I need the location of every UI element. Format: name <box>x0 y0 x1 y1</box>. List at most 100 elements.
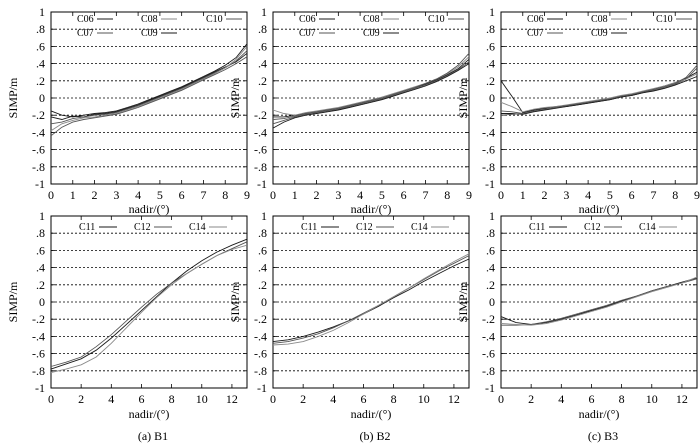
series-line-c14 <box>500 276 698 326</box>
x-tick-label: 3 <box>335 188 341 202</box>
y-axis-label: SIMP/m <box>6 281 20 322</box>
y-tick-label: .4 <box>36 261 45 275</box>
y-tick-label: .8 <box>486 22 495 36</box>
y-tick-label: -.2 <box>32 108 45 122</box>
y-tick-label: .2 <box>36 278 45 292</box>
x-tick-label: 0 <box>48 188 54 202</box>
x-tick-label: 0 <box>270 188 276 202</box>
legend: C11 C12 C14 <box>79 222 227 233</box>
panel-3: -1 -.8 -.6 -.4 -.2 0 .2 .4 .6 .8 1 0 1 2 3 4 5 6 7 8 9 C06 C08… <box>456 5 700 202</box>
x-tick-label: 0 <box>48 392 54 406</box>
x-tick-label: 4 <box>558 392 564 406</box>
legend: C06 C08 C10 C07 C09 <box>299 14 464 39</box>
y-tick-label: -1 <box>485 177 495 191</box>
y-tick-label: .2 <box>258 74 267 88</box>
y-tick-label: .6 <box>486 243 495 257</box>
legend-label: C06 <box>77 14 94 25</box>
legend-label: C08 <box>363 14 380 25</box>
x-tick-label: 0 <box>498 392 504 406</box>
x-tick-label: 2 <box>314 188 320 202</box>
y-tick-label: -.2 <box>482 108 495 122</box>
y-tick-label: .8 <box>258 226 267 240</box>
legend-label: C11 <box>529 222 545 233</box>
y-tick-label: 1 <box>261 5 267 19</box>
x-tick-label: 4 <box>108 392 114 406</box>
series-line-c09 <box>501 76 698 115</box>
y-tick-label: -.2 <box>32 312 45 326</box>
x-tick-label: 6 <box>629 188 635 202</box>
x-tick-label: 4 <box>135 188 141 202</box>
y-tick-label: 1 <box>39 209 45 223</box>
y-tick-label: -.4 <box>254 125 267 139</box>
x-tick-label: 5 <box>607 188 613 202</box>
series-line-c12 <box>272 255 470 344</box>
y-tick-label: -.6 <box>482 143 495 157</box>
y-tick-label: 1 <box>261 209 267 223</box>
series-line-c11 <box>50 238 248 370</box>
series-line-c10 <box>272 52 470 120</box>
y-tick-label: -.8 <box>254 160 267 174</box>
legend-label: C08 <box>141 14 158 25</box>
y-tick-label: -.4 <box>254 329 267 343</box>
y-axis-label: SIMP/m <box>456 77 470 118</box>
x-tick-label: 10 <box>196 392 208 406</box>
y-tick-label: -.8 <box>32 364 45 378</box>
y-tick-label: -.4 <box>482 125 495 139</box>
series-line-c06 <box>273 58 470 118</box>
x-axis-label: nadir/(°) <box>351 407 392 421</box>
legend-label: C07 <box>77 28 94 39</box>
legend-label: C12 <box>584 222 601 233</box>
series-line-c07 <box>500 67 698 114</box>
x-tick-label: 0 <box>498 188 504 202</box>
y-tick-label: .2 <box>486 74 495 88</box>
y-tick-label: -.6 <box>482 347 495 361</box>
y-tick-label: -.6 <box>32 143 45 157</box>
x-tick-label: 8 <box>391 392 397 406</box>
x-tick-label: 2 <box>542 188 548 202</box>
legend: C11 C12 C14 <box>301 222 449 233</box>
x-tick-label: 6 <box>179 188 185 202</box>
panel-1: -1 -.8 -.6 -.4 -.2 0 .2 .4 .6 .8 1 0 1 2 3 4 5 6 7 8 9 C06 C08… <box>6 5 250 202</box>
legend: C06 C08 C10 C07 C09 <box>77 14 242 39</box>
x-tick-label: 12 <box>676 392 688 406</box>
legend-label: C11 <box>301 222 317 233</box>
legend-label: C09 <box>363 28 380 39</box>
y-tick-label: -1 <box>35 177 45 191</box>
y-tick-label: 1 <box>489 5 495 19</box>
x-axis-label: nadir/(°) <box>351 202 392 216</box>
y-tick-label: .8 <box>486 226 495 240</box>
series-line-c10 <box>500 64 698 116</box>
y-tick-label: .6 <box>258 39 267 53</box>
y-tick-label: -.6 <box>254 347 267 361</box>
x-tick-label: 3 <box>563 188 569 202</box>
y-tick-label: 0 <box>489 91 495 105</box>
panel-caption: (c) B3 <box>588 429 618 443</box>
y-tick-label: .4 <box>258 57 267 71</box>
series-line-c14 <box>272 253 470 346</box>
y-tick-label: -.8 <box>482 364 495 378</box>
legend-label: C14 <box>639 222 656 233</box>
y-axis-label: SIMP/m <box>456 281 470 322</box>
x-tick-label: 6 <box>401 188 407 202</box>
x-tick-label: 12 <box>226 392 238 406</box>
series-line-c08 <box>272 56 470 116</box>
series-line-c07 <box>50 50 248 125</box>
legend-label: C08 <box>591 14 608 25</box>
x-tick-label: 12 <box>448 392 460 406</box>
x-axis-label: nadir/(°) <box>579 202 620 216</box>
legend-label: C12 <box>134 222 151 233</box>
y-tick-label: -.2 <box>254 108 267 122</box>
y-axis-label: SIMP/m <box>228 77 242 118</box>
x-tick-label: 5 <box>157 188 163 202</box>
series-line-c12 <box>501 278 698 326</box>
x-tick-label: 8 <box>619 392 625 406</box>
x-tick-label: 2 <box>528 392 534 406</box>
series-line-c07 <box>272 61 470 125</box>
legend-label: C10 <box>428 14 445 25</box>
x-tick-label: 4 <box>585 188 591 202</box>
panel-2: -1 -.8 -.6 -.4 -.2 0 .2 .4 .6 .8 1 0 1 2 3 4 5 6 7 8 9 C06 C08… <box>228 5 472 202</box>
y-tick-label: .2 <box>258 278 267 292</box>
